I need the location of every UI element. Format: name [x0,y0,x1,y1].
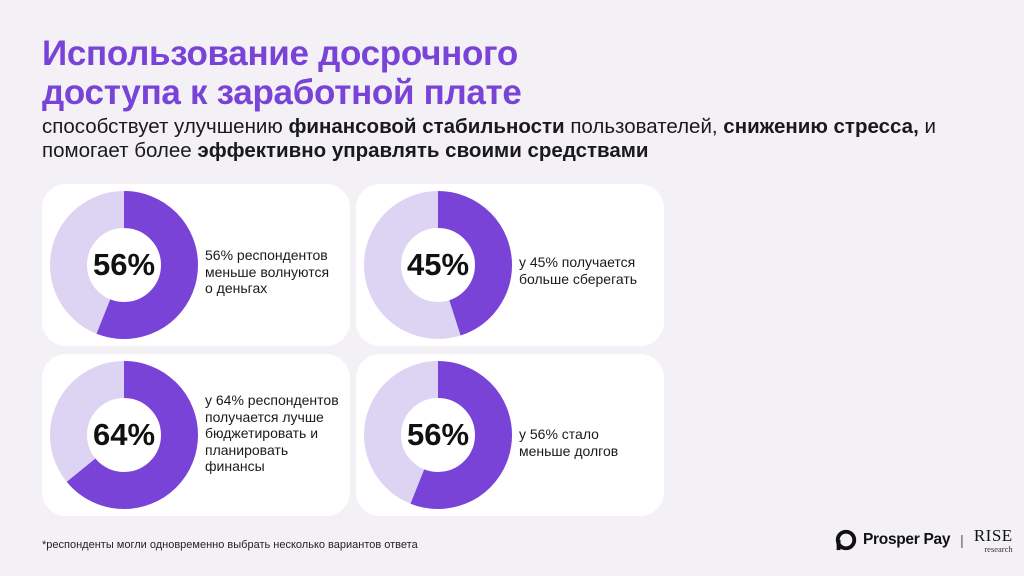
rise-logo-subtext: research [984,543,1013,554]
page-title: Использование досрочного доступа к зараб… [42,34,522,112]
percent-label-1: 56% [92,247,156,282]
description-3: у 64% респондентов получается лучше бюдж… [205,392,339,474]
logo-separator: | [960,532,964,548]
donut-chart-1 [50,191,198,339]
subtitle-part: снижению стресса, [723,115,919,138]
rise-logo-text: RISE [973,525,1013,545]
donut-chart-2 [364,191,512,339]
prosper-pay-logo-text: Prosper Pay [863,531,951,548]
percent-label-3: 64% [92,417,156,452]
donut-value-2 [364,191,512,339]
rise-research-logo: RISE research [974,527,1013,554]
subtitle-part: эффективно управлять своими средствами [197,139,649,162]
description-1: 56% респондентов меньше волнуются о день… [205,247,330,296]
donut-value-3 [50,361,198,509]
stat-card-3: 64% у 64% респондентов получается лучше … [42,354,350,516]
donut-chart-4 [364,361,512,509]
subtitle-part: способствует улучшению [42,115,289,138]
footnote: *респонденты могли одновременно выбрать … [42,539,418,551]
subtitle-part: пользователей, [564,115,724,138]
subtitle-part: и помогает более [42,115,936,162]
stat-card-1: 56% 56% респондентов меньше волнуются о … [42,184,350,346]
title-line-1: Использование досрочного [42,34,518,73]
description-4: у 56% стало меньше долгов [519,426,619,459]
title-line-2: доступа к заработной плате [42,73,522,112]
footer-logos: Prosper Pay | RISE research [835,527,1013,553]
subtitle: способствует улучшению финансовой стабил… [42,115,942,163]
donut-value-4 [364,361,512,509]
stat-card-4: 56% у 56% стало меньше долгов [356,354,664,516]
percent-label-2: 45% [406,247,470,282]
description-2: у 45% получается больше сберегать [519,254,638,287]
stat-card-2: 45% у 45% получается больше сберегать [356,184,664,346]
subtitle-part: финансовой стабильности [288,115,565,138]
donut-chart-3 [50,361,198,509]
prosper-pay-logo-icon [835,529,857,551]
percent-label-4: 56% [406,417,470,452]
donut-value-1 [50,191,198,339]
